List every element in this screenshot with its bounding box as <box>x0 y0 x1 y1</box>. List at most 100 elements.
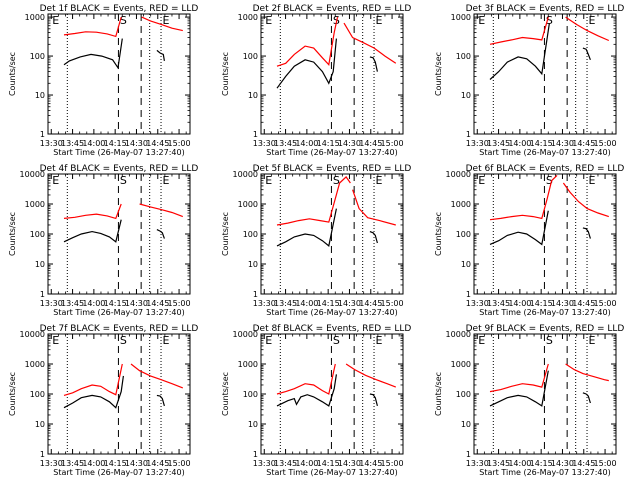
lld-series-red-after <box>343 22 397 64</box>
lld-series-red <box>489 363 549 393</box>
plot-frame <box>473 333 617 455</box>
panel-title: Det 6f BLACK = Events, RED = LLD <box>466 164 625 174</box>
events-series-black <box>63 219 122 243</box>
events-series-black-after <box>156 229 165 239</box>
y-tick-label: 1 <box>466 290 471 299</box>
x-axis-label: Start Time (26-May-07 13:27:40) <box>266 148 397 157</box>
plot-frame <box>260 13 404 135</box>
panel-title: Det 9f BLACK = Events, RED = LLD <box>466 324 625 334</box>
x-tick-label: 15:00 <box>168 139 191 148</box>
y-axis-label: Counts/sec <box>221 372 230 416</box>
interval-marker-s: S <box>333 174 340 187</box>
interval-marker-s: S <box>546 14 553 27</box>
y-tick-label: 10000 <box>20 170 45 179</box>
events-series-black <box>63 375 124 409</box>
interval-marker-s: S <box>333 334 340 347</box>
x-tick-label: 14:15 <box>104 139 127 148</box>
x-tick-label: 15:00 <box>381 139 404 148</box>
panel-5: Det 5f BLACK = Events, RED = LLD 1 10 100 10… <box>221 164 411 317</box>
plot-frame <box>47 13 191 135</box>
interval-marker-e: E <box>478 14 485 27</box>
x-tick-label: 14:45 <box>572 139 595 148</box>
x-tick-label: 14:45 <box>359 459 382 468</box>
plot-frame <box>473 13 617 135</box>
lld-series-red <box>63 363 123 396</box>
lld-series-red-after <box>141 16 183 32</box>
y-tick-label: 1000 <box>451 13 471 22</box>
x-tick-label: 14:00 <box>295 139 318 148</box>
interval-marker-e: E <box>375 14 382 27</box>
x-tick-label: 13:45 <box>487 299 510 308</box>
x-tick-label: 14:00 <box>295 299 318 308</box>
x-tick-label: 14:15 <box>104 459 127 468</box>
interval-marker-e: E <box>265 14 272 27</box>
lld-series-red <box>276 363 336 395</box>
x-axis-label: Start Time (26-May-07 13:27:40) <box>266 308 397 317</box>
y-tick-label: 100 <box>243 52 258 61</box>
x-tick-label: 14:45 <box>146 459 169 468</box>
x-tick-label: 14:30 <box>125 299 148 308</box>
x-tick-label: 13:45 <box>274 459 297 468</box>
y-tick-label: 1000 <box>238 360 258 369</box>
x-tick-label: 14:00 <box>82 139 105 148</box>
y-tick-label: 1 <box>253 450 258 459</box>
y-tick-label: 1000 <box>25 200 45 209</box>
x-tick-label: 14:00 <box>508 139 531 148</box>
x-tick-label: 14:45 <box>146 299 169 308</box>
y-tick-label: 1000 <box>451 200 471 209</box>
panel-4: Det 4f BLACK = Events, RED = LLD 1 10 100 10… <box>8 164 198 317</box>
panel-3: Det 3f BLACK = Events, RED = LLD 1 10 100 10… <box>434 4 624 157</box>
interval-marker-e: E <box>588 174 595 187</box>
x-tick-label: 14:45 <box>572 459 595 468</box>
y-tick-label: 10000 <box>446 330 471 339</box>
x-axis-label: Start Time (26-May-07 13:27:40) <box>479 308 610 317</box>
interval-marker-e: E <box>162 334 169 347</box>
panel-6: Det 6f BLACK = Events, RED = LLD 1 10 100 10… <box>434 164 624 317</box>
events-series-black <box>489 370 549 407</box>
lld-series-red <box>63 16 122 38</box>
x-tick-label: 14:30 <box>125 459 148 468</box>
y-tick-label: 10 <box>461 91 471 100</box>
y-tick-label: 1 <box>40 450 45 459</box>
panel-7: Det 7f BLACK = Events, RED = LLD 1 10 100 10… <box>8 324 198 477</box>
panel-title: Det 5f BLACK = Events, RED = LLD <box>253 164 412 174</box>
y-tick-label: 1000 <box>238 13 258 22</box>
interval-marker-e: E <box>478 334 485 347</box>
panel-title: Det 8f BLACK = Events, RED = LLD <box>253 324 412 334</box>
interval-marker-s: S <box>546 334 553 347</box>
x-tick-label: 14:00 <box>82 459 105 468</box>
interval-marker-s: S <box>120 174 127 187</box>
interval-marker-e: E <box>265 334 272 347</box>
y-axis-label: Counts/sec <box>434 52 443 96</box>
lld-series-red-after <box>565 363 609 382</box>
x-axis-label: Start Time (26-May-07 13:27:40) <box>53 308 184 317</box>
y-tick-label: 100 <box>30 390 45 399</box>
y-tick-label: 100 <box>243 390 258 399</box>
panel-title: Det 3f BLACK = Events, RED = LLD <box>466 4 625 14</box>
x-tick-label: 15:00 <box>168 459 191 468</box>
y-tick-label: 10 <box>248 91 258 100</box>
interval-marker-e: E <box>52 14 59 27</box>
y-tick-label: 1 <box>253 290 258 299</box>
y-tick-label: 100 <box>243 230 258 239</box>
plot-frame <box>47 173 191 295</box>
x-tick-label: 14:00 <box>295 459 318 468</box>
interval-marker-e: E <box>375 174 382 187</box>
y-axis-label: Counts/sec <box>434 372 443 416</box>
x-tick-label: 15:00 <box>594 299 617 308</box>
y-tick-label: 10000 <box>233 170 258 179</box>
x-tick-label: 14:45 <box>572 299 595 308</box>
x-tick-label: 14:15 <box>317 299 340 308</box>
interval-marker-e: E <box>52 334 59 347</box>
interval-marker-e: E <box>588 334 595 347</box>
y-tick-label: 1 <box>466 450 471 459</box>
lld-series-red-after <box>139 203 184 218</box>
y-tick-label: 1000 <box>25 360 45 369</box>
x-tick-label: 13:30 <box>40 139 63 148</box>
interval-marker-e: E <box>265 174 272 187</box>
y-tick-label: 10 <box>35 91 45 100</box>
x-tick-label: 14:00 <box>82 299 105 308</box>
lld-series-red-after <box>352 189 396 226</box>
x-tick-label: 14:15 <box>317 459 340 468</box>
